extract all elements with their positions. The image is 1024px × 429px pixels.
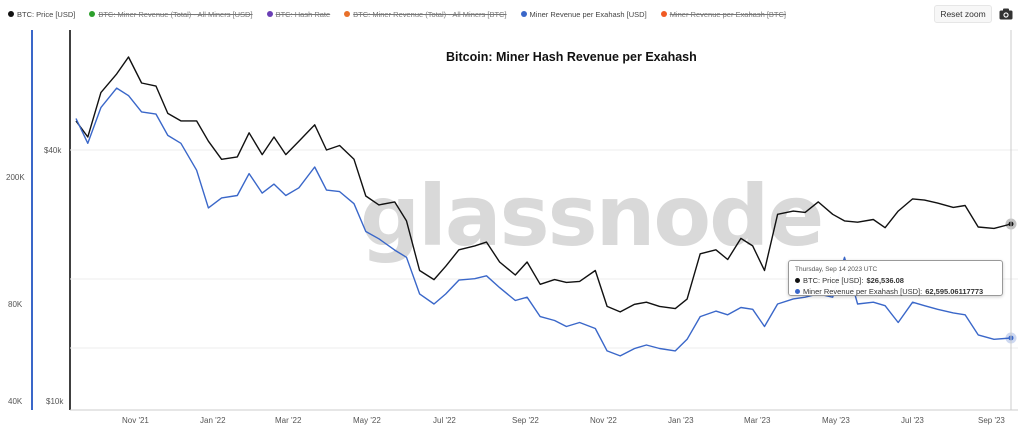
- tooltip-revenue-label: Miner Revenue per Exahash [USD]:: [803, 287, 923, 296]
- tooltip-price-value: $26,536.08: [866, 276, 904, 285]
- legend-dot-icon: [660, 11, 667, 17]
- camera-icon[interactable]: [999, 8, 1013, 20]
- price-series-line: [75, 56, 1012, 313]
- tooltip-row-price: BTC: Price [USD]: $26,536.08: [795, 275, 996, 286]
- x-tick-label: Jul '22: [433, 416, 456, 425]
- x-tick-label: Jan '22: [200, 416, 226, 425]
- legend-item-miner-revenue-total-btc[interactable]: BTC: Miner Revenue (Total) - All Miners …: [344, 9, 507, 19]
- x-tick-label: May '23: [822, 416, 850, 425]
- left-tick-label: 40K: [8, 397, 23, 406]
- legend-item-hash-rate[interactable]: BTC: Hash Rate: [266, 9, 331, 19]
- right-tick-label: $10k: [46, 397, 64, 406]
- tooltip-price-label: BTC: Price [USD]:: [803, 276, 864, 285]
- tooltip: Thursday, Sep 14 2023 UTC BTC: Price [US…: [788, 260, 1003, 296]
- legend-label: BTC: Miner Revenue (Total) - All Miners …: [353, 9, 507, 19]
- x-tick-label: Mar '22: [275, 416, 302, 425]
- legend-label: Miner Revenue per Exahash [BTC]: [669, 9, 786, 19]
- legend-label: BTC: Price [USD]: [17, 9, 76, 19]
- right-tick-label: $40k: [44, 146, 62, 155]
- bullet-icon: [795, 289, 800, 294]
- legend-item-btc-price[interactable]: BTC: Price [USD]: [8, 10, 75, 19]
- legend-item-revenue-per-exahash-usd[interactable]: Miner Revenue per Exahash [USD]: [520, 9, 647, 19]
- x-tick-label: Mar '23: [744, 416, 771, 425]
- tooltip-row-revenue: Miner Revenue per Exahash [USD]: 62,595.…: [795, 286, 996, 297]
- legend-dot-icon: [344, 11, 351, 17]
- legend: BTC: Price [USD] BTC: Miner Revenue (Tot…: [8, 6, 786, 22]
- legend-label: Miner Revenue per Exahash [USD]: [529, 9, 647, 19]
- legend-item-miner-revenue-total-usd[interactable]: BTC: Miner Revenue (Total) - All Miners …: [89, 9, 253, 19]
- tooltip-revenue-value: 62,595.06117773: [925, 287, 984, 296]
- x-tick-label: Sep '22: [512, 416, 539, 425]
- legend-label: BTC: Hash Rate: [275, 9, 331, 19]
- watermark: glassnode: [360, 167, 822, 265]
- x-tick-label: Jan '23: [668, 416, 694, 425]
- legend-item-revenue-per-exahash-btc[interactable]: Miner Revenue per Exahash [BTC]: [660, 9, 786, 19]
- legend-dot-icon: [520, 11, 527, 17]
- reset-zoom-button[interactable]: Reset zoom: [934, 5, 992, 23]
- legend-dot-icon: [8, 11, 14, 17]
- x-tick-label: Nov '21: [122, 416, 149, 425]
- left-tick-label: 80K: [8, 300, 23, 309]
- x-tick-label: May '22: [353, 416, 381, 425]
- legend-dot-icon: [266, 11, 273, 17]
- legend-dot-icon: [89, 11, 96, 17]
- tooltip-date: Thursday, Sep 14 2023 UTC: [795, 266, 878, 273]
- bullet-icon: [795, 278, 800, 283]
- left-tick-label: 200K: [6, 173, 25, 182]
- x-tick-label: Jul '23: [901, 416, 924, 425]
- x-tick-label: Nov '22: [590, 416, 617, 425]
- x-tick-label: Sep '23: [978, 416, 1005, 425]
- legend-label: BTC: Miner Revenue (Total) - All Miners …: [98, 9, 253, 19]
- chart-title: Bitcoin: Miner Hash Revenue per Exahash: [446, 50, 697, 64]
